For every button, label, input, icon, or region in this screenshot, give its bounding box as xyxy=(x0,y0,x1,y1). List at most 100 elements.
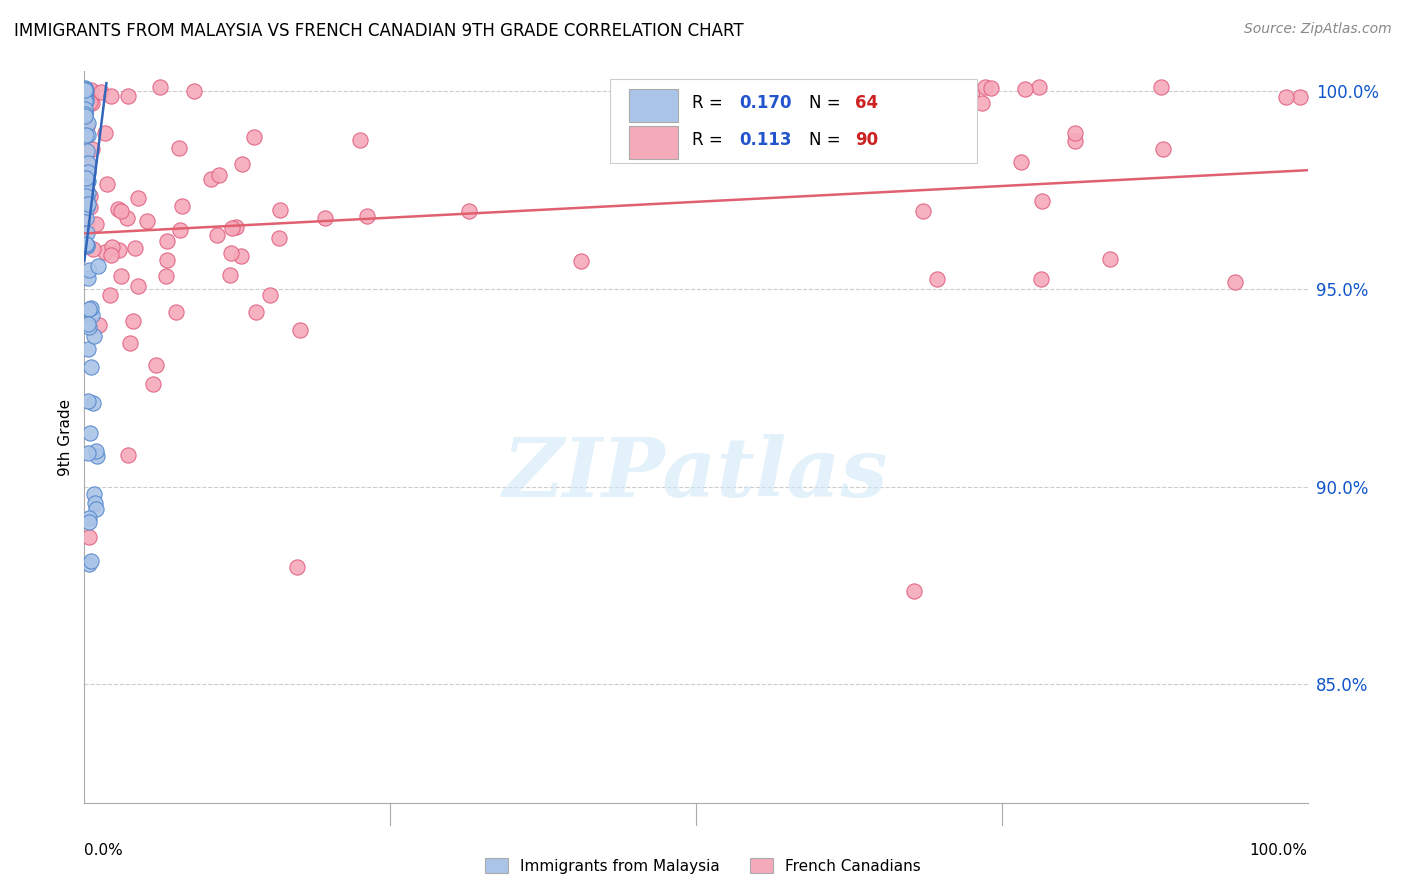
Point xyxy=(77,263,100,277)
Point xyxy=(87,259,110,273)
Point xyxy=(76,155,98,169)
Point xyxy=(314,211,336,225)
Text: ZIPatlas: ZIPatlas xyxy=(503,434,889,514)
Point xyxy=(75,84,97,98)
Point xyxy=(1275,90,1298,104)
Point xyxy=(79,95,101,110)
Point xyxy=(127,279,149,293)
Point xyxy=(82,308,104,322)
Point xyxy=(84,443,107,458)
Point xyxy=(75,106,97,120)
Text: R =: R = xyxy=(692,95,728,112)
Text: 0.113: 0.113 xyxy=(738,131,792,149)
Point xyxy=(1064,126,1087,140)
Text: N =: N = xyxy=(808,95,845,112)
Text: 0.0%: 0.0% xyxy=(84,843,124,858)
Point xyxy=(903,584,925,599)
Point xyxy=(1150,80,1173,95)
Point xyxy=(80,359,103,374)
Point xyxy=(77,530,100,544)
Point xyxy=(73,90,96,104)
Point xyxy=(200,172,222,186)
Point xyxy=(73,81,96,95)
Point xyxy=(122,314,145,328)
Point xyxy=(77,302,100,317)
Point xyxy=(960,86,983,100)
Point xyxy=(79,189,101,203)
Point xyxy=(89,318,111,333)
Bar xyxy=(610,78,977,163)
Point xyxy=(925,272,948,286)
Point xyxy=(98,288,121,302)
Point xyxy=(142,377,165,392)
Point xyxy=(83,329,105,343)
Point xyxy=(156,234,179,248)
Point xyxy=(115,211,138,225)
Point xyxy=(76,239,98,253)
Point xyxy=(80,92,103,106)
Point xyxy=(77,271,100,285)
Point xyxy=(1223,275,1246,289)
Point xyxy=(73,84,96,98)
Point xyxy=(73,105,96,120)
Point xyxy=(73,103,96,117)
Point xyxy=(285,559,308,574)
Point xyxy=(243,130,266,145)
Point xyxy=(80,554,103,568)
Point xyxy=(231,157,253,171)
Point xyxy=(165,304,187,318)
Point xyxy=(77,394,100,409)
Point xyxy=(1031,194,1053,208)
Point xyxy=(1099,252,1122,266)
Point xyxy=(73,108,96,122)
Point xyxy=(569,253,592,268)
Point xyxy=(94,244,117,259)
Point xyxy=(77,557,100,571)
Point xyxy=(980,80,1002,95)
Point xyxy=(1029,272,1052,286)
Point xyxy=(269,231,291,245)
Point xyxy=(259,288,281,302)
Point xyxy=(117,448,139,462)
Point xyxy=(156,252,179,267)
Point xyxy=(110,268,132,283)
Point xyxy=(219,245,242,260)
Point xyxy=(1014,82,1036,96)
Point xyxy=(135,213,157,227)
Point xyxy=(82,242,104,256)
Point xyxy=(127,191,149,205)
Point xyxy=(96,178,118,192)
Text: 90: 90 xyxy=(855,131,879,149)
Point xyxy=(1289,90,1312,104)
Text: 100.0%: 100.0% xyxy=(1250,843,1308,858)
Text: 0.170: 0.170 xyxy=(738,95,792,112)
Point xyxy=(120,335,142,350)
Point xyxy=(73,82,96,96)
Point xyxy=(83,487,105,501)
Point xyxy=(169,223,191,237)
Text: IMMIGRANTS FROM MALAYSIA VS FRENCH CANADIAN 9TH GRADE CORRELATION CHART: IMMIGRANTS FROM MALAYSIA VS FRENCH CANAD… xyxy=(14,22,744,40)
Point xyxy=(75,91,97,105)
Point xyxy=(84,501,107,516)
FancyBboxPatch shape xyxy=(628,126,678,159)
Point xyxy=(208,168,231,182)
Point xyxy=(458,204,481,219)
Point xyxy=(245,305,267,319)
Point xyxy=(75,105,97,120)
Point xyxy=(76,128,98,143)
Point xyxy=(145,358,167,372)
Point xyxy=(76,145,98,159)
Point xyxy=(79,83,101,97)
FancyBboxPatch shape xyxy=(628,88,678,121)
Point xyxy=(356,209,378,223)
Point xyxy=(207,227,229,242)
Point xyxy=(80,142,103,156)
Point xyxy=(225,220,247,235)
Point xyxy=(1064,135,1087,149)
Point xyxy=(110,204,132,219)
Point xyxy=(76,165,98,179)
Point xyxy=(73,85,96,99)
Point xyxy=(75,94,97,108)
Point xyxy=(75,128,97,142)
Point xyxy=(76,186,98,201)
